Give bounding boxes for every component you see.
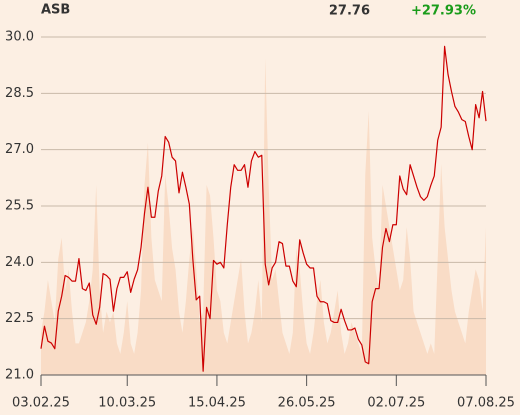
x-tick-label: 15.04.25 — [188, 396, 246, 411]
change: +27.93% — [411, 4, 476, 19]
y-tick-label: 21.0 — [5, 368, 34, 383]
last-value: 27.76 — [329, 4, 370, 19]
y-tick-label: 28.5 — [5, 86, 34, 101]
y-tick-label: 27.0 — [5, 142, 34, 157]
x-tick-label: 26.05.25 — [278, 396, 336, 411]
y-tick-label: 25.5 — [5, 199, 34, 214]
y-tick-label: 30.0 — [5, 30, 34, 45]
x-tick-label: 07.08.25 — [457, 396, 515, 411]
x-tick-label: 03.02.25 — [12, 396, 70, 411]
price-line — [40, 45, 487, 372]
x-tick-label: 10.03.25 — [98, 396, 156, 411]
chart-title: ASB — [41, 3, 70, 18]
y-tick-label: 24.0 — [5, 255, 34, 270]
x-tick-label: 02.07.25 — [367, 396, 425, 411]
y-tick-label: 22.5 — [5, 311, 34, 326]
